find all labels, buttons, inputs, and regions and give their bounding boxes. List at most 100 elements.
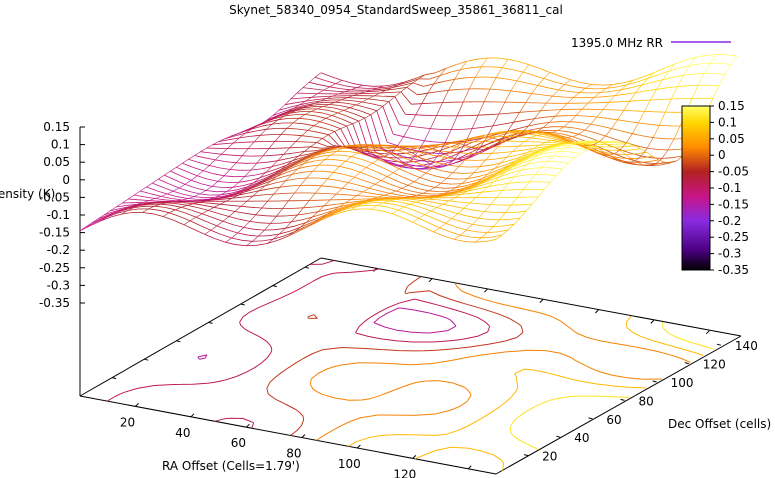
surface-segment (516, 131, 523, 138)
surface-segment (549, 151, 560, 153)
surface-segment (470, 236, 482, 239)
surface-segment (376, 155, 383, 160)
surface-segment (319, 148, 326, 152)
surface-segment (575, 147, 587, 151)
surface-segment (343, 110, 355, 115)
surface-segment (617, 110, 624, 120)
surface-segment (299, 222, 311, 228)
surface-segment (435, 68, 446, 74)
surface-segment (491, 146, 498, 154)
surface-segment (169, 212, 180, 217)
surface-segment (393, 81, 405, 85)
surface-segment (367, 98, 379, 101)
surface-segment (289, 104, 300, 108)
surface-segment (438, 162, 449, 166)
surface-segment (463, 208, 475, 211)
surface-segment (510, 136, 517, 140)
surface-segment (346, 123, 353, 127)
surface-segment (453, 205, 464, 209)
surface-segment (371, 87, 378, 91)
surface-segment (391, 213, 403, 218)
surface-segment (377, 85, 384, 89)
surface-segment (458, 88, 470, 90)
surface-segment (163, 201, 170, 203)
surface-segment (484, 133, 496, 136)
surface-segment (527, 148, 534, 153)
surface-segment (294, 185, 301, 194)
surface-segment (554, 135, 561, 137)
surface-segment (316, 142, 328, 147)
surface-segment (258, 229, 265, 237)
surface-segment (625, 153, 637, 155)
surface-segment (269, 186, 280, 190)
surface-segment (321, 149, 329, 153)
ra-axis-label: RA Offset (Cells=1.79') (162, 459, 300, 473)
surface-segment (540, 102, 547, 111)
surface-segment (445, 222, 457, 228)
surface-segment (178, 184, 186, 189)
surface-segment (415, 114, 427, 116)
surface-segment (182, 202, 194, 205)
surface-segment (228, 211, 236, 217)
surface-segment (616, 141, 623, 143)
surface-segment (281, 111, 288, 115)
surface-segment (240, 205, 252, 208)
surface-segment (215, 238, 226, 243)
colorbar-tick-label: -0.1 (718, 181, 741, 195)
surface-segment (350, 195, 358, 200)
surface-segment (560, 136, 567, 138)
surface-segment (199, 193, 211, 196)
surface-segment (326, 145, 338, 148)
surface-segment (460, 152, 471, 154)
surface-segment (226, 197, 233, 202)
surface-segment (181, 206, 192, 211)
colorbar-tick-label: -0.35 (718, 263, 749, 277)
surface-segment (403, 206, 415, 211)
surface-segment (306, 141, 317, 143)
surface-segment (464, 185, 471, 190)
surface-segment (352, 82, 363, 86)
surface-segment (390, 153, 398, 159)
surface-segment (308, 164, 319, 167)
surface-segment (484, 204, 491, 212)
surface-segment (309, 155, 317, 160)
surface-segment (314, 72, 322, 78)
surface-segment (309, 100, 321, 103)
surface-segment (569, 151, 581, 154)
surface-segment (466, 58, 478, 62)
surface-segment (85, 222, 93, 228)
surface-segment (625, 154, 633, 159)
surface-segment (462, 187, 474, 192)
dec-tick-back (176, 340, 181, 343)
surface-segment (457, 178, 468, 180)
surface-segment (221, 197, 233, 200)
surface-segment (321, 185, 332, 188)
surface-segment (226, 189, 238, 192)
surface-segment (421, 164, 433, 169)
surface-segment (521, 130, 528, 132)
surface-segment (307, 153, 314, 158)
surface-segment (335, 188, 343, 195)
surface-segment (396, 157, 404, 163)
surface-segment (79, 226, 87, 232)
surface-segment (360, 171, 371, 177)
surface-segment (497, 140, 505, 148)
surface-segment (422, 198, 429, 201)
surface-segment (218, 139, 230, 142)
surface-segment (238, 176, 246, 183)
surface-segment (243, 221, 250, 228)
surface-segment (561, 103, 568, 110)
surface-segment (347, 204, 354, 207)
surface-segment (587, 97, 595, 104)
surface-segment (311, 96, 323, 98)
legend: 1395.0 MHz RR (571, 36, 731, 50)
surface-segment (332, 206, 340, 211)
surface-segment (97, 214, 105, 220)
surface-segment (533, 146, 544, 149)
chart-title: Skynet_58340_0954_StandardSweep_35861_36… (229, 3, 563, 17)
surface-segment (329, 212, 341, 217)
surface-segment (193, 202, 200, 204)
surface-segment (317, 205, 325, 212)
surface-segment (182, 159, 189, 164)
surface-segment (482, 225, 494, 227)
